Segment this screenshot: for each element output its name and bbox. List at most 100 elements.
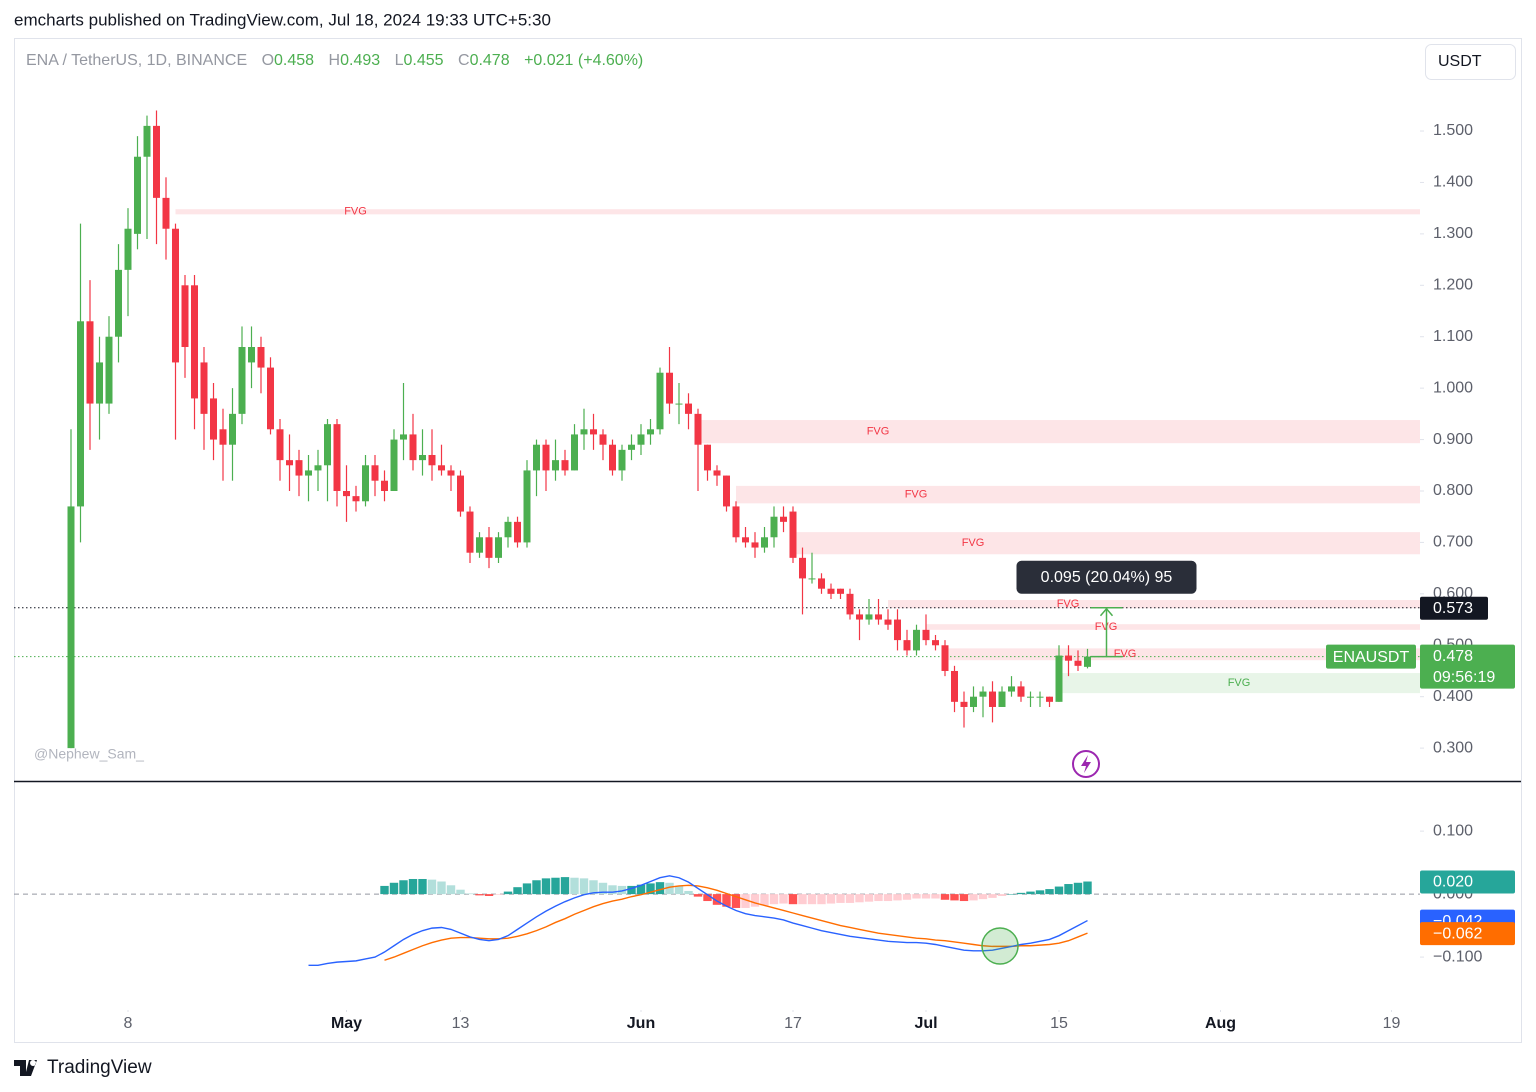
- change: +0.021 (+4.60%): [524, 52, 643, 69]
- macd-histogram-bar: [950, 894, 959, 901]
- macd-histogram-bar: [921, 894, 931, 899]
- measure-arrowhead: [1099, 607, 1114, 617]
- candle-body: [533, 444, 540, 471]
- macd-histogram-bar: [959, 894, 969, 902]
- fvg-zone: [736, 485, 1420, 504]
- macd-histogram-bar: [475, 894, 484, 896]
- candle-body: [960, 701, 968, 707]
- candle-body: [875, 614, 882, 620]
- macd-histogram-bar: [978, 894, 988, 900]
- macd-histogram-bar: [750, 894, 760, 907]
- macd-histogram-bar: [541, 878, 551, 895]
- candle-body: [504, 521, 512, 538]
- macd-histogram-bar: [693, 894, 703, 897]
- publisher: emcharts published on TradingView.com, J…: [14, 10, 551, 29]
- candle-body: [941, 645, 949, 671]
- candle-body: [200, 362, 208, 414]
- candle-body: [476, 537, 483, 553]
- macd-histogram-bar: [1045, 889, 1054, 895]
- x-tick-label: 17: [784, 1015, 802, 1032]
- y-tick-label: 0.800: [1433, 482, 1473, 499]
- x-tick-label: 15: [1050, 1015, 1068, 1032]
- macd-histogram-bar: [636, 884, 646, 895]
- macd-histogram-bar: [655, 882, 665, 895]
- candle-body: [761, 537, 768, 548]
- macd-histogram-bar: [551, 877, 560, 895]
- fvg-zone: [1059, 673, 1420, 694]
- candle-body: [970, 696, 977, 707]
- candle-body: [314, 465, 322, 471]
- y-tick-label: 1.400: [1433, 174, 1473, 191]
- currency-button[interactable]: [1425, 44, 1516, 80]
- fvg-label: FVG: [1228, 677, 1251, 689]
- macd-histogram-bar: [817, 894, 826, 905]
- candle-body: [210, 398, 217, 440]
- ohlc-value: 0.478: [470, 52, 510, 69]
- candle-body: [352, 496, 360, 502]
- ohlc-value: 0.493: [340, 52, 380, 69]
- candle-body: [808, 578, 816, 580]
- x-tick-label: 13: [452, 1015, 470, 1032]
- y-tick-label: 0.100: [1433, 822, 1473, 839]
- macd-histogram-value: 0.020: [1433, 874, 1473, 891]
- candle-body: [381, 480, 388, 491]
- candle-body: [618, 449, 626, 471]
- macd-histogram-bar: [788, 894, 798, 905]
- macd-histogram-bar: [997, 894, 1007, 896]
- candle-body: [447, 470, 455, 476]
- candle-body: [1017, 686, 1025, 697]
- watermark: @Nephew_Sam_: [34, 746, 144, 762]
- candle-body: [371, 465, 379, 481]
- macd-histogram-bar: [456, 889, 465, 895]
- candle-body: [333, 424, 341, 491]
- candle-body: [276, 429, 284, 461]
- candle-body: [666, 372, 673, 404]
- candle-body: [903, 640, 911, 651]
- candle-body: [865, 614, 873, 620]
- x-tick-label: 8: [124, 1015, 133, 1032]
- macd-histogram-bar: [731, 894, 741, 908]
- candle-body: [837, 588, 844, 594]
- brand-name: TradingView: [47, 1057, 152, 1078]
- fvg-label: FVG: [1114, 648, 1137, 660]
- candle-body: [77, 321, 84, 507]
- ohlc-letter: C: [458, 52, 470, 69]
- ohlc-letter: O: [262, 52, 274, 69]
- macd-histogram-bar: [418, 878, 427, 895]
- candle-body: [362, 465, 369, 502]
- macd-histogram-bar: [399, 880, 408, 895]
- candle-body: [1008, 686, 1015, 692]
- candle-body: [571, 434, 578, 471]
- macd-histogram-bar: [931, 894, 940, 899]
- y-tick-label: 1.200: [1433, 277, 1473, 294]
- fvg-label: FVG: [344, 206, 367, 218]
- fvg-label: FVG: [1057, 598, 1080, 610]
- candle-body: [951, 670, 958, 702]
- candle-body: [856, 614, 863, 620]
- event-icon[interactable]: [1072, 750, 1100, 778]
- candle-body: [590, 429, 597, 435]
- candle-body: [86, 321, 94, 404]
- macd-signal-value: −0.062: [1433, 925, 1482, 942]
- x-tick-label: Aug: [1205, 1015, 1236, 1032]
- candle-body: [789, 511, 797, 558]
- symbol-box: [1326, 644, 1416, 669]
- macd-histogram-bar: [969, 894, 978, 901]
- candle-body: [324, 424, 331, 466]
- y-tick-label: 0.400: [1433, 688, 1473, 705]
- candle-body: [894, 619, 901, 641]
- macd-histogram-bar: [1083, 881, 1092, 895]
- macd-histogram-bar: [712, 894, 722, 905]
- currency[interactable]: USDT: [1438, 53, 1482, 70]
- macd-histogram-bar: [1007, 894, 1016, 895]
- y-tick-label: 1.100: [1433, 328, 1473, 345]
- candle-body: [115, 269, 122, 337]
- target-price: 0.573: [1433, 600, 1473, 617]
- macd-histogram-bar: [494, 894, 503, 895]
- macd-histogram-bar: [826, 894, 836, 904]
- fvg-zone: [945, 648, 1420, 661]
- macd-histogram-bar: [503, 891, 513, 895]
- y-tick-label: 0.300: [1433, 739, 1473, 756]
- candle-body: [1084, 656, 1091, 667]
